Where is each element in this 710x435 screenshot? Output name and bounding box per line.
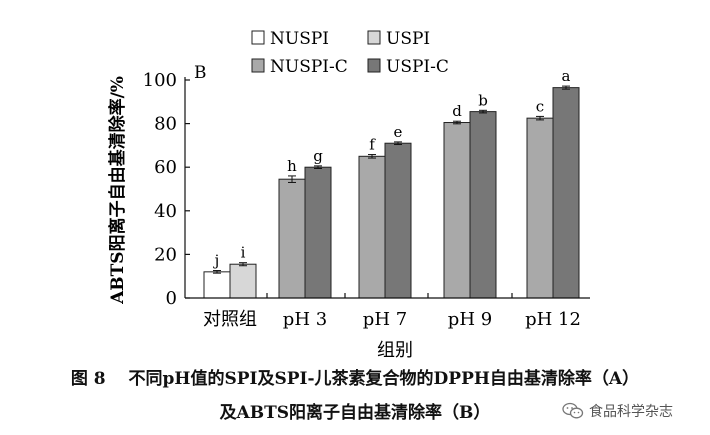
legend-swatch — [367, 30, 381, 45]
figure-caption-line-1: 图 8 不同pH值的SPI及SPI-儿茶素复合物的DPPH自由基清除率（A） — [70, 369, 640, 389]
significance-label: a — [562, 67, 571, 85]
significance-label: f — [369, 136, 376, 154]
x-tick-label: pH 9 — [448, 309, 492, 330]
significance-label: d — [452, 102, 462, 120]
bar — [469, 111, 497, 299]
y-tick-label: 40 — [154, 201, 177, 222]
bar-chart: B NUSPI USPI NUSPI-C USPI-C 0 20 40 60 80 100 j i… — [107, 29, 590, 360]
x-tick-label: pH 3 — [283, 309, 327, 330]
bar — [552, 87, 580, 299]
x-tick-label: pH 7 — [363, 309, 407, 330]
bar — [278, 178, 306, 299]
y-axis-title: ABTS阳离子自由基清除率/% — [107, 76, 128, 305]
y-tick-label: 60 — [154, 157, 177, 178]
significance-label: g — [313, 147, 323, 165]
y-tick-label: 20 — [154, 244, 177, 265]
bar — [229, 263, 257, 299]
legend-swatch — [251, 30, 265, 45]
panel-label: B — [194, 63, 207, 83]
wechat-icon — [562, 402, 584, 419]
x-tick-label: pH 12 — [525, 309, 581, 330]
legend-label: NUSPI — [270, 29, 329, 49]
legend-label: NUSPI-C — [270, 57, 348, 77]
watermark-text: 食品科学杂志 — [589, 404, 673, 420]
significance-label: j — [213, 252, 220, 270]
y-tick-label: 100 — [143, 70, 177, 91]
significance-label: h — [287, 157, 297, 175]
significance-label: b — [478, 91, 488, 109]
x-axis: 对照组 pH 3 pH 7 pH 9 pH 12 — [185, 293, 590, 330]
legend-swatch — [367, 58, 381, 73]
bar — [203, 271, 231, 299]
watermark: 食品科学杂志 — [562, 398, 702, 424]
significance-label: c — [536, 97, 544, 115]
y-tick-label: 80 — [154, 114, 177, 135]
legend-label: USPI-C — [386, 57, 449, 77]
y-axis: 0 20 40 60 80 100 — [143, 70, 190, 309]
bar — [358, 155, 386, 299]
significance-label: e — [394, 123, 403, 141]
plot-area: j i hg fe db ca — [203, 67, 580, 299]
y-tick-label: 0 — [166, 288, 177, 309]
figure-caption-line-2: 及ABTS阳离子自由基清除率（B） — [219, 403, 491, 423]
bar — [304, 166, 332, 299]
legend: NUSPI USPI NUSPI-C USPI-C — [251, 29, 449, 77]
bar — [443, 122, 471, 299]
x-axis-title: 组别 — [377, 340, 413, 360]
bar — [526, 117, 554, 299]
legend-swatch — [251, 58, 265, 73]
x-tick-label: 对照组 — [203, 309, 257, 330]
significance-label: i — [241, 244, 246, 262]
legend-label: USPI — [386, 29, 430, 49]
bar — [384, 142, 412, 299]
